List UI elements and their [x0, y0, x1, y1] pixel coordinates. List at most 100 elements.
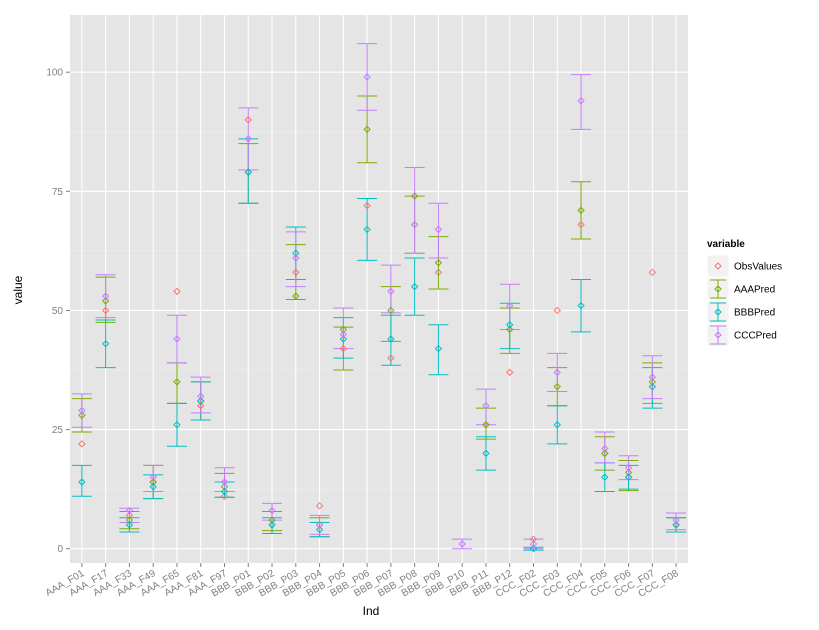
data-point	[101, 340, 110, 348]
errorbar	[594, 431, 615, 464]
data-point	[529, 535, 538, 543]
data-point	[410, 220, 419, 229]
data-point	[339, 330, 348, 338]
errorbar	[571, 181, 592, 240]
y-tick-label: 25	[52, 425, 64, 436]
y-tick-label: 50	[52, 306, 64, 317]
errorbar	[571, 74, 592, 130]
data-point	[529, 544, 538, 553]
data-point	[506, 325, 514, 334]
data-point	[101, 306, 110, 315]
data-point	[387, 306, 395, 315]
legend-key-marker	[714, 285, 722, 293]
data-point	[553, 382, 561, 391]
errorbar	[285, 231, 306, 288]
errorbar	[404, 257, 425, 316]
errorbar	[475, 388, 496, 426]
data-point	[410, 282, 419, 291]
data-point	[173, 335, 181, 343]
data-point	[149, 478, 157, 486]
data-point	[339, 335, 348, 343]
data-point	[482, 421, 490, 429]
data-point	[244, 116, 252, 124]
points	[78, 73, 680, 553]
data-point	[315, 521, 324, 529]
data-point	[434, 259, 443, 267]
data-point	[363, 225, 371, 234]
data-point	[220, 487, 229, 496]
data-point	[506, 301, 514, 310]
data-point	[506, 368, 514, 377]
y-axis: 0 25 50 75 100	[46, 68, 70, 555]
errorbar	[71, 464, 92, 497]
data-point	[244, 168, 252, 176]
data-point	[268, 516, 276, 524]
data-point	[553, 421, 561, 429]
legend-label: ObsValues	[734, 262, 782, 273]
errorbar	[547, 405, 568, 445]
data-point	[268, 521, 276, 529]
data-point	[197, 402, 205, 410]
data-point	[577, 206, 585, 215]
y-axis-title: value	[11, 275, 25, 304]
data-point	[410, 192, 419, 200]
data-point	[434, 268, 443, 277]
data-point	[292, 292, 300, 300]
data-point	[220, 478, 229, 486]
data-point	[78, 440, 86, 448]
data-point	[125, 521, 134, 529]
data-point	[363, 125, 371, 134]
data-point	[220, 492, 229, 500]
data-point	[624, 473, 633, 481]
errorbar	[357, 43, 378, 111]
errorbar	[166, 314, 187, 364]
data-point	[648, 382, 657, 391]
data-point	[244, 135, 252, 143]
data-point	[648, 373, 657, 381]
data-point	[434, 225, 443, 234]
errorbar	[571, 278, 592, 333]
data-point	[553, 306, 561, 315]
grid-minor	[70, 131, 688, 490]
y-tick-label: 0	[57, 544, 63, 555]
legend: variable ObsValues AAAPred BBBPred CCCPred	[706, 239, 782, 347]
data-point	[434, 344, 443, 353]
data-point	[339, 344, 348, 353]
data-point	[672, 516, 680, 524]
data-point	[577, 301, 585, 310]
data-point	[672, 521, 680, 529]
x-axis: AAA_F01AAA_F17AAA_F33AAA_F49AAA_F65AAA_F…	[44, 563, 681, 600]
errorbar	[428, 324, 449, 376]
errorbar	[71, 393, 92, 428]
data-point	[482, 449, 490, 458]
errorbar	[380, 314, 401, 366]
data-point	[315, 502, 324, 510]
data-point	[506, 321, 514, 329]
data-point	[482, 402, 490, 410]
legend-label: CCCPred	[734, 331, 777, 342]
legend-key	[706, 254, 730, 278]
data-point	[553, 368, 561, 377]
data-point	[149, 473, 157, 481]
data-point	[78, 411, 86, 419]
legend-title: variable	[707, 239, 745, 250]
data-point	[125, 506, 134, 515]
data-point	[220, 483, 229, 491]
data-point	[101, 292, 110, 300]
data-point	[149, 483, 157, 491]
errorbar	[642, 355, 663, 400]
data-point	[387, 354, 395, 362]
data-point	[577, 220, 585, 229]
data-point	[648, 268, 657, 277]
data-point	[125, 516, 134, 524]
data-point	[173, 378, 181, 386]
data-point	[173, 421, 181, 429]
data-point	[601, 444, 609, 453]
data-point	[577, 97, 585, 105]
errorbar	[190, 376, 211, 414]
data-point	[363, 201, 371, 210]
y-tick-label: 100	[46, 68, 63, 79]
errorbar	[309, 514, 330, 535]
data-point	[315, 525, 324, 534]
